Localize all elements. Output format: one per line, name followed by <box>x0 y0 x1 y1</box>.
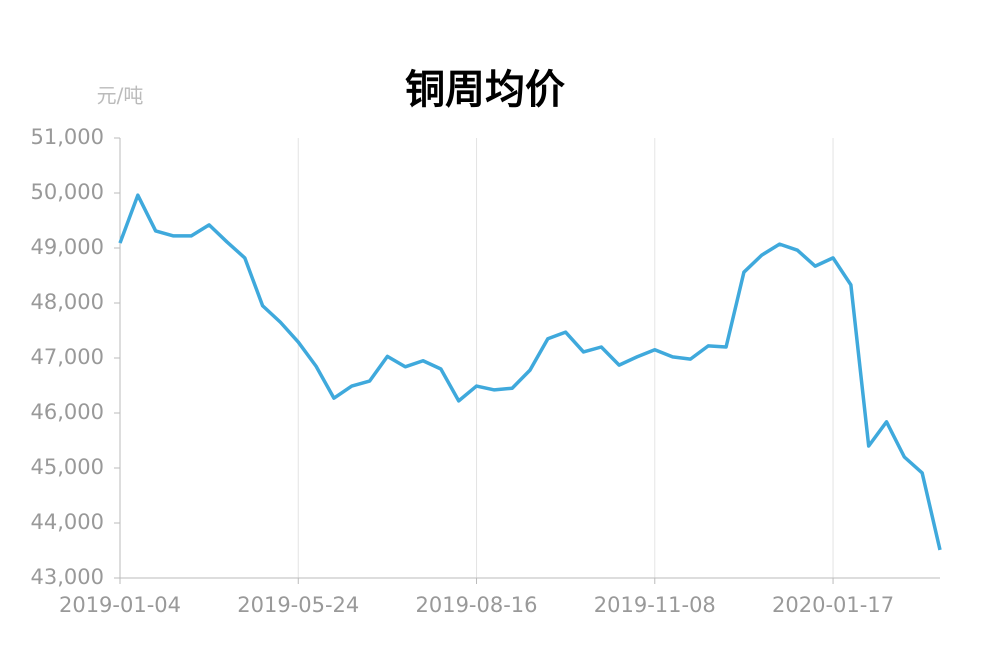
y-axis-label: 元/吨 <box>97 84 144 108</box>
x-tick-label: 2020-01-17 <box>772 593 894 617</box>
y-tick-label: 47,000 <box>31 345 104 369</box>
y-tick-label: 45,000 <box>31 455 104 479</box>
line-series <box>118 193 942 551</box>
chart-title: 铜周均价 <box>405 67 565 113</box>
x-tick-label: 2019-01-04 <box>59 593 181 617</box>
y-tick-label: 48,000 <box>31 290 104 314</box>
y-tick-label: 46,000 <box>31 400 104 424</box>
y-tick-label: 43,000 <box>31 565 104 589</box>
x-tick-label: 2019-08-16 <box>415 593 537 617</box>
y-tick-label: 51,000 <box>31 125 104 149</box>
x-tick-label: 2019-05-24 <box>237 593 359 617</box>
y-tick-label: 49,000 <box>31 235 104 259</box>
y-tick-label: 44,000 <box>31 510 104 534</box>
x-tick-label: 2019-11-08 <box>594 593 716 617</box>
y-tick-label: 50,000 <box>31 180 104 204</box>
